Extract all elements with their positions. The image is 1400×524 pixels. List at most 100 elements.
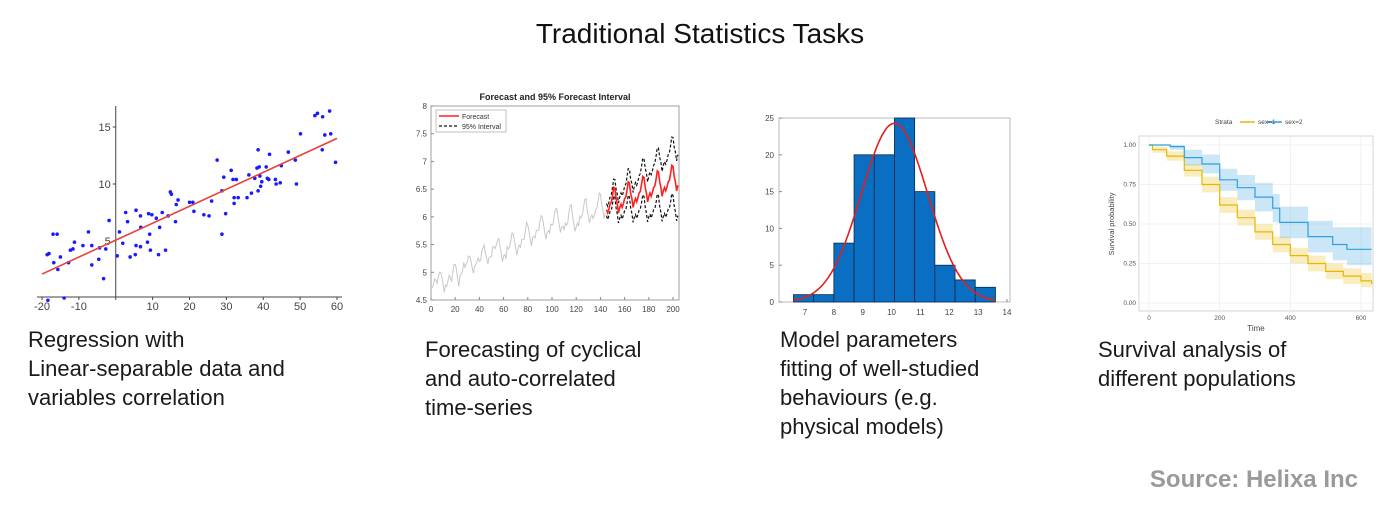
data-point — [133, 252, 138, 257]
legend-label: Forecast — [462, 114, 489, 121]
x-tick-label: 12 — [945, 308, 954, 317]
data-point — [103, 247, 108, 251]
y-tick-label: 0.00 — [1123, 300, 1136, 307]
x-tick-label: 100 — [545, 305, 559, 314]
y-tick-label: 25 — [765, 114, 774, 123]
data-point — [192, 209, 196, 214]
data-point — [115, 254, 120, 258]
forecast-line — [605, 163, 679, 216]
data-point — [86, 230, 91, 234]
y-tick-label: 15 — [765, 188, 774, 197]
x-tick-label: 60 — [331, 301, 343, 313]
plot-panel — [1138, 135, 1374, 312]
y-tick-label: 15 — [99, 122, 111, 134]
slide-title: Traditional Statistics Tasks — [535, 18, 865, 49]
caption-model-fitting: Model parameters fitting of well-studied… — [780, 325, 979, 441]
survival-curve — [1149, 144, 1373, 284]
data-point — [315, 111, 320, 116]
histogram-bar — [974, 286, 996, 303]
x-tick-label: 10 — [147, 301, 159, 313]
x-tick-label: 160 — [618, 305, 632, 314]
x-tick-label: 0 — [429, 305, 434, 314]
histogram-bar — [914, 191, 936, 303]
data-point — [125, 219, 130, 224]
data-point — [55, 232, 59, 236]
y-tick-label: 7.5 — [416, 130, 428, 139]
data-point — [58, 255, 63, 259]
data-point — [52, 260, 56, 265]
history-line — [431, 191, 606, 293]
data-point — [176, 198, 180, 202]
caption-line: different populations — [1098, 366, 1296, 391]
data-point — [234, 177, 239, 182]
data-point — [223, 211, 228, 216]
data-point — [163, 248, 168, 252]
survival-chart: 0 200 400 600 0.00 0.25 0.50 0.75 1.00 Time Surviv… — [1107, 119, 1374, 333]
data-point — [191, 200, 195, 205]
x-axis-label: Time — [1247, 324, 1265, 333]
y-tick-label: 0.50 — [1123, 221, 1136, 228]
y-tick-label: 10 — [765, 224, 774, 233]
x-tick-label: 400 — [1285, 315, 1296, 322]
data-point — [256, 148, 260, 152]
legend-label: sex=2 — [1285, 119, 1303, 126]
upper-interval-line — [605, 136, 679, 209]
data-point — [298, 132, 303, 136]
x-tick-label: 200 — [666, 305, 680, 314]
data-point — [274, 182, 278, 186]
x-tick-label: -20 — [34, 301, 50, 313]
data-point — [294, 182, 299, 186]
data-point — [128, 255, 132, 259]
data-point — [173, 219, 178, 224]
y-tick-label: 5 — [423, 268, 428, 277]
data-point — [245, 195, 249, 200]
data-point — [89, 263, 94, 267]
legend-title: Strata — [1215, 119, 1233, 126]
data-point — [134, 208, 138, 213]
x-tick-label: 40 — [257, 301, 269, 313]
x-tick-label: 20 — [183, 301, 195, 313]
data-point — [138, 214, 143, 218]
data-point — [169, 192, 174, 197]
data-point — [278, 181, 283, 185]
x-tick-label: 200 — [1214, 315, 1225, 322]
data-point — [138, 244, 143, 249]
y-tick-label: 0.25 — [1123, 261, 1136, 268]
data-point — [327, 109, 332, 113]
y-tick-label: 5 — [105, 236, 111, 248]
legend-label: 95% Interval — [462, 124, 501, 131]
caption-line: Survival analysis of — [1098, 337, 1287, 362]
data-point — [221, 175, 226, 179]
data-point — [247, 173, 251, 177]
data-point — [96, 257, 101, 262]
histogram-bar — [853, 154, 875, 303]
x-tick-label: 600 — [1356, 315, 1367, 322]
x-tick-label: 60 — [499, 305, 508, 314]
x-tick-label: 7 — [803, 308, 808, 317]
data-point — [72, 240, 77, 244]
caption-line: Linear-separable data and — [28, 356, 285, 381]
data-point — [328, 132, 333, 136]
caption-line: behaviours (e.g. — [780, 385, 938, 410]
x-tick-label: 10 — [887, 308, 896, 317]
data-point — [154, 216, 159, 220]
legend: Strata sex=1 sex=2 — [1215, 119, 1303, 126]
data-point — [187, 200, 192, 205]
data-point — [229, 168, 233, 173]
histogram-bar — [934, 264, 956, 303]
y-tick-label: 5 — [770, 261, 775, 270]
data-point — [145, 240, 150, 244]
y-tick-label: 8 — [423, 102, 428, 111]
data-point — [148, 248, 153, 252]
x-tick-label: 50 — [294, 301, 306, 313]
data-point — [320, 148, 325, 152]
x-tick-label: 11 — [916, 308, 925, 317]
data-point — [257, 165, 261, 169]
data-point — [267, 152, 272, 157]
caption-survival: Survival analysis of different populatio… — [1098, 335, 1296, 393]
data-point — [323, 133, 327, 137]
data-point — [209, 199, 214, 203]
survival-curve — [1149, 144, 1372, 250]
data-point — [320, 114, 325, 119]
